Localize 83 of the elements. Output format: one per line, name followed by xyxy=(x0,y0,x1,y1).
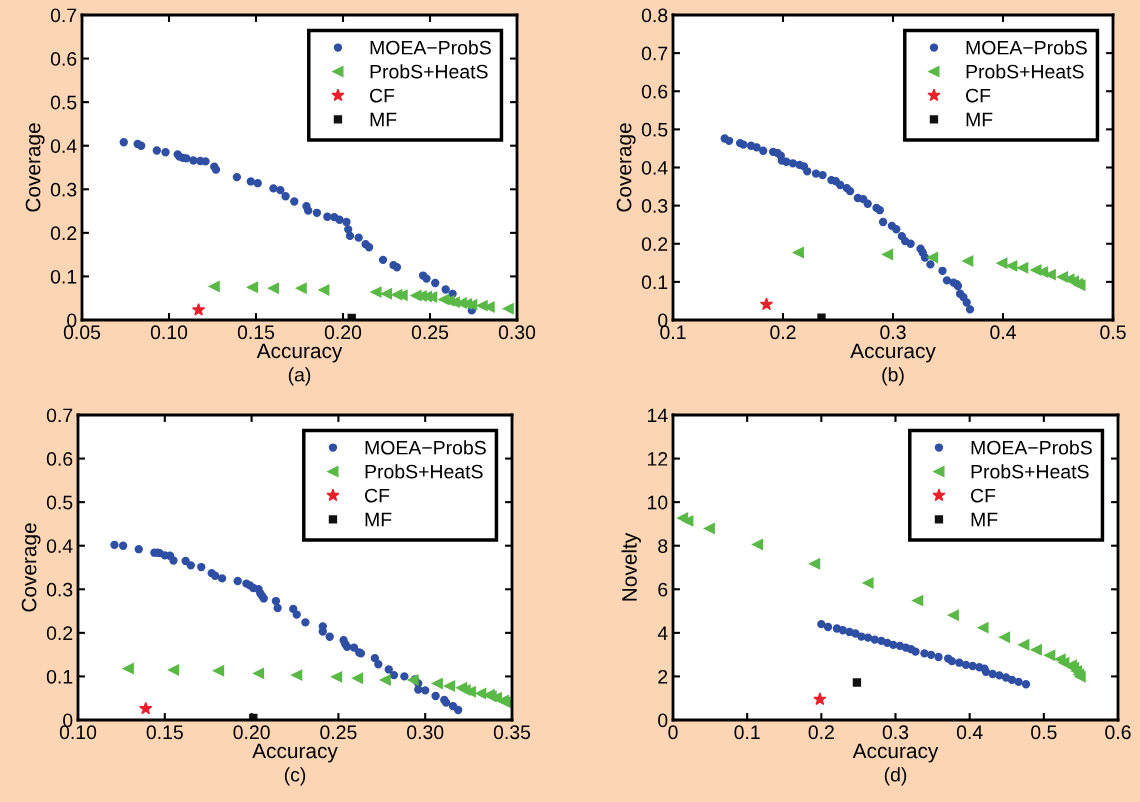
x-axis-title: Accuracy xyxy=(850,343,936,363)
y-tick-label: 4 xyxy=(657,626,668,640)
y-tick-label: 0.3 xyxy=(641,199,668,213)
text: (a) xyxy=(288,367,311,386)
legend-label: CF xyxy=(971,488,996,503)
y-axis-title: Coverage xyxy=(616,123,636,212)
x-tick-label: 0.10 xyxy=(59,725,97,740)
x-tick-label: 0.25 xyxy=(320,725,357,740)
y-tick-label: 0.7 xyxy=(46,408,73,423)
y-tick-label: 0.1 xyxy=(46,669,73,684)
y-tick-label: 0.5 xyxy=(46,495,73,510)
legend-label: CF xyxy=(370,88,395,103)
legend-label: MF xyxy=(966,112,993,127)
y-axis-title: Novelty xyxy=(621,532,641,601)
x-tick-label: 0.10 xyxy=(150,325,188,340)
x-tick-label: 0.3 xyxy=(880,325,906,340)
x-tick-label: 0.20 xyxy=(324,325,362,340)
y-tick-label: 0.3 xyxy=(46,582,73,597)
y-tick-label: 0 xyxy=(658,713,668,728)
x-tick-label: 0.20 xyxy=(233,725,270,740)
y-tick-label: 0 xyxy=(63,713,73,728)
y-tick-label: 0.3 xyxy=(50,182,77,197)
x-tick-label: 0.5 xyxy=(1100,325,1126,340)
x-tick-label: 0.5 xyxy=(1031,725,1057,740)
legend-label: MOEA−ProbS xyxy=(971,440,1092,455)
x-tick-label: 0.6 xyxy=(1105,725,1131,740)
x-axis-title: Accuracy xyxy=(852,743,939,763)
y-tick-label: 0.4 xyxy=(46,539,73,553)
y-tick-label: 0.2 xyxy=(46,626,73,641)
legend-label: CF xyxy=(966,88,991,103)
x-tick-label: 0.2 xyxy=(808,725,834,740)
legend-label: MF xyxy=(365,512,392,527)
x-axis-title: Accuracy xyxy=(252,743,338,763)
x-tick-label: 0.2 xyxy=(770,325,796,340)
y-tick-label: 0.1 xyxy=(50,269,77,284)
y-tick-label: 6 xyxy=(658,582,668,597)
y-tick-label: 0 xyxy=(67,313,77,328)
x-tick-label: 0.15 xyxy=(146,725,183,740)
x-tick-label: 0 xyxy=(668,725,678,740)
x-tick-label: 0.30 xyxy=(407,725,444,740)
y-tick-label: 0.8 xyxy=(641,8,668,23)
y-axis-title: Coverage xyxy=(21,523,41,612)
text: (c) xyxy=(284,767,306,786)
legend-label: ProbS+HeatS xyxy=(370,64,488,79)
y-tick-label: 0.5 xyxy=(641,122,668,137)
y-tick-label: 0.6 xyxy=(46,452,73,466)
x-tick-label: 0.15 xyxy=(237,325,275,340)
text: (d) xyxy=(884,767,907,786)
legend-label: MF xyxy=(370,112,397,127)
legend-label: ProbS+HeatS xyxy=(966,64,1084,79)
x-tick-label: 0.05 xyxy=(63,325,101,340)
y-tick-label: 8 xyxy=(658,539,668,553)
y-tick-label: 0.6 xyxy=(50,52,77,66)
y-tick-label: 2 xyxy=(658,669,668,684)
legend-label: CF xyxy=(365,488,390,503)
x-tick-label: 0.25 xyxy=(411,325,449,340)
y-tick-label: 0.6 xyxy=(641,84,668,99)
legend-label: MOEA−ProbS xyxy=(966,40,1087,55)
y-tick-label: 0.4 xyxy=(50,139,77,153)
legend-label: ProbS+HeatS xyxy=(971,464,1089,479)
y-tick-label: 12 xyxy=(648,452,668,466)
y-tick-label: 10 xyxy=(648,495,668,510)
y-tick-label: 0.2 xyxy=(641,237,668,251)
y-tick-label: 0.4 xyxy=(641,160,668,175)
x-tick-label: 0.30 xyxy=(498,325,536,340)
x-tick-label: 0.3 xyxy=(882,725,909,740)
x-tick-label: 0.1 xyxy=(734,725,760,740)
x-tick-label: 0.4 xyxy=(990,325,1016,340)
legend-label: MOEA−ProbS xyxy=(365,440,486,455)
legend-label: MF xyxy=(971,512,998,527)
y-tick-label: 0.7 xyxy=(641,46,668,61)
x-axis-title: Accuracy xyxy=(256,343,343,363)
y-tick-label: 0.7 xyxy=(50,8,77,23)
y-tick-label: 0.5 xyxy=(50,95,77,110)
x-tick-label: 0.4 xyxy=(956,725,983,740)
y-axis-title: Coverage xyxy=(25,123,45,212)
y-tick-label: 0.2 xyxy=(50,226,77,241)
y-tick-label: 14 xyxy=(648,408,668,423)
y-tick-label: 0.1 xyxy=(641,275,668,290)
text: (b) xyxy=(882,367,904,386)
legend-label: MOEA−ProbS xyxy=(370,40,491,55)
legend-label: ProbS+HeatS xyxy=(365,464,483,479)
x-tick-label: 0.35 xyxy=(493,725,531,740)
